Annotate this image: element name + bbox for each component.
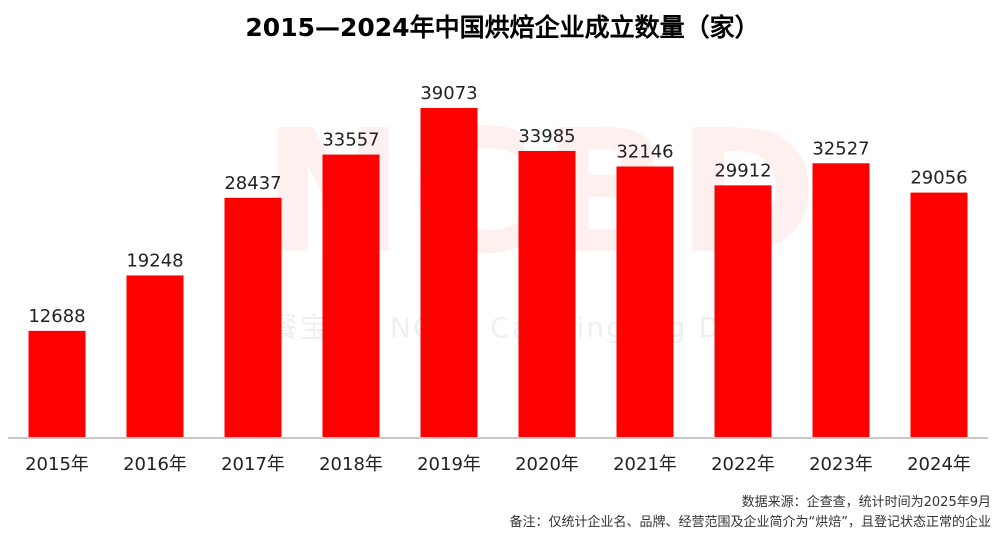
bar-6 — [616, 166, 674, 438]
data-source-note: 数据来源：企查查，统计时间为2025年9月 — [741, 495, 991, 510]
bar-0 — [28, 330, 86, 438]
x-tick-label-2: 2017年 — [221, 454, 285, 475]
x-tick-label-8: 2023年 — [809, 454, 873, 475]
bar-1 — [126, 275, 184, 438]
bar-value-label-9: 29056 — [910, 168, 967, 189]
x-tick-label-3: 2018年 — [319, 454, 383, 475]
bar-5 — [518, 150, 576, 439]
x-tick-label-9: 2024年 — [907, 454, 971, 475]
bar-value-label-3: 33557 — [322, 130, 379, 151]
x-tick-label-1: 2016年 — [123, 454, 187, 475]
bar-value-label-0: 12688 — [28, 306, 85, 327]
bar-value-label-2: 28437 — [224, 173, 281, 194]
chart-title: 2015—2024年中国烘焙企业成立数量（家） — [245, 13, 760, 42]
x-tick-label-6: 2021年 — [613, 454, 677, 475]
bar-value-label-1: 19248 — [126, 250, 183, 271]
bar-7 — [714, 185, 772, 438]
x-tick-label-5: 2020年 — [515, 454, 579, 475]
bar-value-label-4: 39073 — [420, 83, 477, 104]
bar-value-label-8: 32527 — [812, 138, 869, 159]
bar-8 — [812, 163, 870, 438]
remark-note: 备注：仅统计企业名、品牌、经营范围及企业简介为“烘焙”，且登记状态正常的企业 — [509, 515, 991, 530]
x-tick-label-7: 2022年 — [711, 454, 775, 475]
bar-value-label-7: 29912 — [714, 160, 771, 181]
x-tick-label-0: 2015年 — [25, 454, 89, 475]
bar-9 — [910, 192, 968, 438]
bar-2 — [224, 197, 282, 438]
bar-4 — [420, 108, 478, 438]
x-tick-label-4: 2019年 — [417, 454, 481, 475]
bar-value-label-6: 32146 — [616, 142, 673, 163]
bar-3 — [322, 154, 380, 438]
bar-value-label-5: 33985 — [518, 126, 575, 147]
